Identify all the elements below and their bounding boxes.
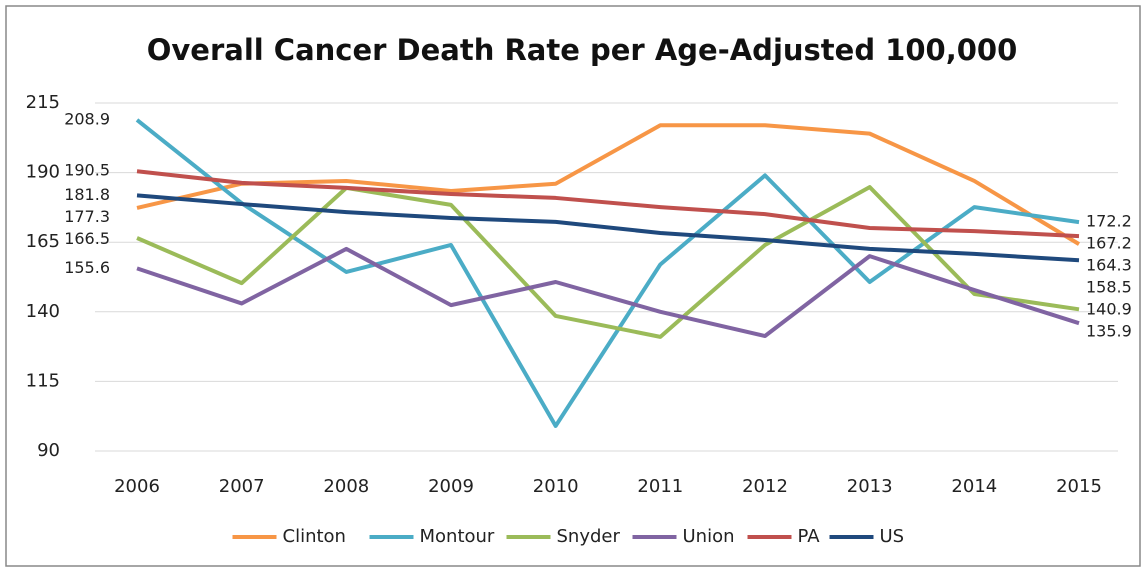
chart-title: Overall Cancer Death Rate per Age-Adjust… <box>147 33 1018 67</box>
legend-label: Union <box>683 526 735 547</box>
series-line <box>136 193 1080 263</box>
legend-label: Montour <box>420 526 495 547</box>
data-label: 155.6 <box>64 258 110 277</box>
x-tick-label: 2012 <box>742 476 788 497</box>
x-tick-label: 2013 <box>847 476 893 497</box>
x-tick-label: 2014 <box>951 476 997 497</box>
y-tick-label: 90 <box>37 440 60 461</box>
y-tick-label: 190 <box>26 162 60 183</box>
y-tick-label: 215 <box>26 92 60 113</box>
data-label: 164.3 <box>1086 256 1132 275</box>
x-tick-label: 2007 <box>219 476 265 497</box>
legend-label: PA <box>798 526 821 547</box>
x-tick-label: 2008 <box>323 476 369 497</box>
series-line <box>136 169 1080 239</box>
x-tick-label: 2011 <box>637 476 683 497</box>
x-tick-label: 2006 <box>114 476 160 497</box>
series-line <box>136 246 1080 339</box>
data-label: 135.9 <box>1086 322 1132 341</box>
data-label: 167.2 <box>1086 234 1132 253</box>
data-label: 177.3 <box>64 207 110 226</box>
data-label: 158.5 <box>1086 278 1132 297</box>
legend-label: Clinton <box>283 526 346 547</box>
data-label: 172.2 <box>1086 212 1132 231</box>
data-label: 208.9 <box>64 109 110 128</box>
x-tick-label: 2015 <box>1056 476 1102 497</box>
y-tick-label: 115 <box>26 370 60 391</box>
series-line <box>136 185 1080 339</box>
legend-label: Snyder <box>557 526 621 547</box>
series-line <box>136 123 1081 246</box>
data-label: 190.5 <box>64 161 110 180</box>
y-tick-label: 140 <box>26 301 60 322</box>
x-tick-label: 2009 <box>428 476 474 497</box>
data-label: 166.5 <box>64 229 110 248</box>
legend-label: US <box>880 526 905 547</box>
x-tick-label: 2010 <box>533 476 579 497</box>
data-label: 181.8 <box>64 185 110 204</box>
y-tick-label: 165 <box>26 231 60 252</box>
data-label: 140.9 <box>1086 300 1132 319</box>
